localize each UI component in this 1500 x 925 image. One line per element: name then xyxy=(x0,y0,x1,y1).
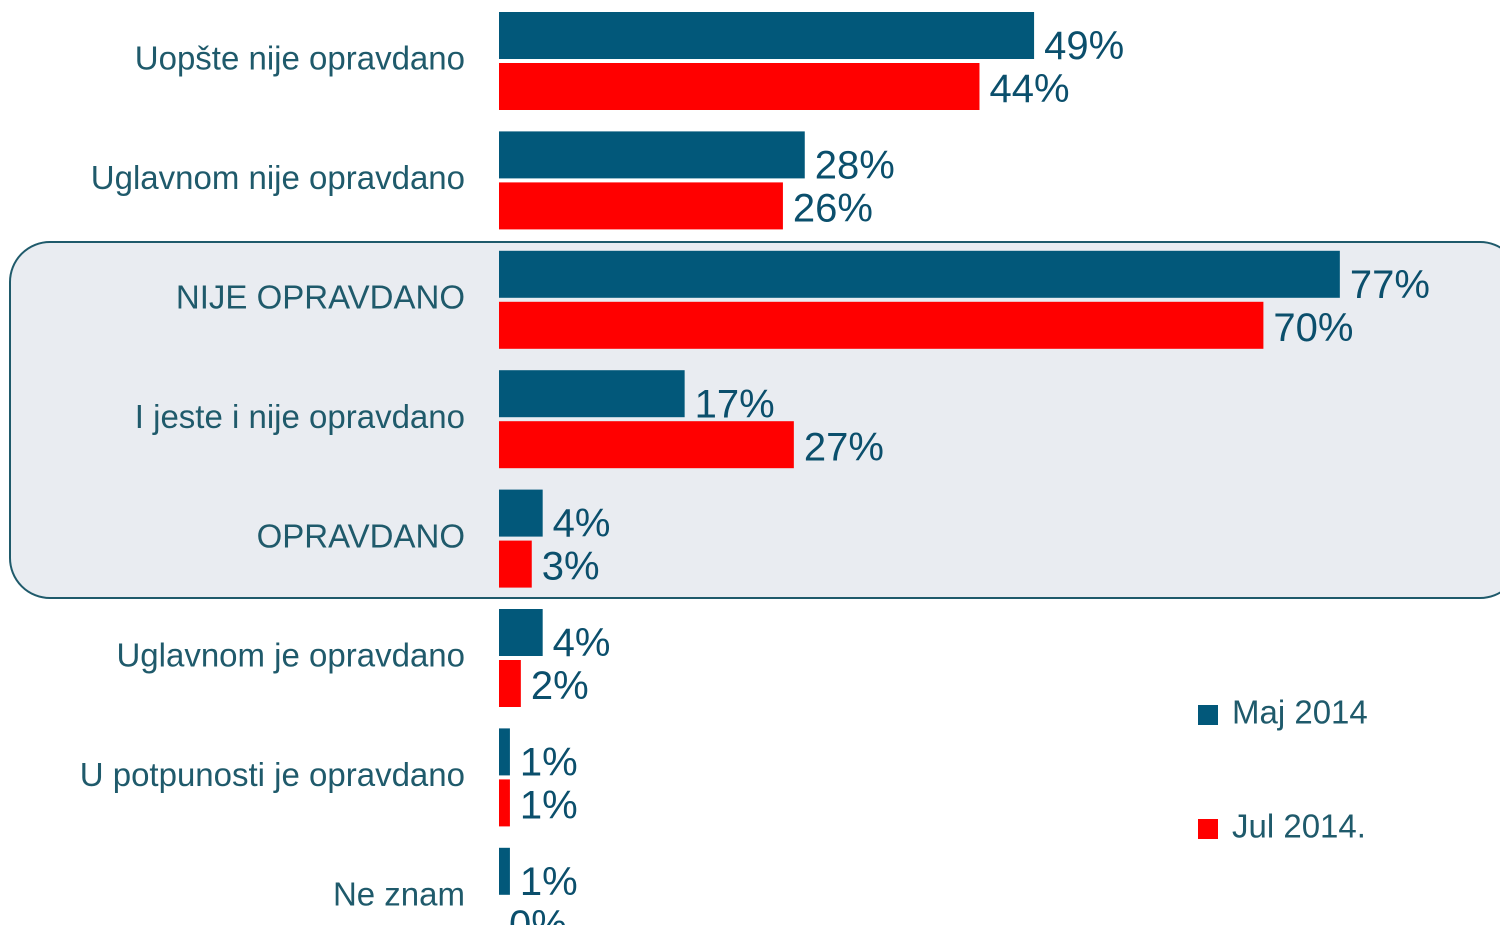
bar xyxy=(499,250,1340,298)
legend-swatch xyxy=(1198,819,1218,839)
bar xyxy=(499,847,510,895)
value-label: 1% xyxy=(520,740,578,784)
value-label: 4% xyxy=(553,502,611,546)
category-label: I jeste i nije opravdano xyxy=(135,398,465,435)
value-label: 0% xyxy=(509,903,567,925)
category-label: NIJE OPRAVDANO xyxy=(176,279,465,316)
bar xyxy=(499,182,783,230)
category-label: Uglavnom je opravdano xyxy=(116,637,465,674)
value-label: 28% xyxy=(815,143,895,187)
legend-label: Maj 2014 xyxy=(1232,694,1368,731)
bar xyxy=(499,12,1035,59)
value-label: 49% xyxy=(1044,24,1124,68)
legend-label: Jul 2014. xyxy=(1232,808,1366,845)
bar xyxy=(499,421,794,469)
category-label: U potpunosti je opravdano xyxy=(80,756,465,793)
category-label: Uglavnom nije opravdano xyxy=(91,159,465,196)
bar xyxy=(499,779,510,827)
value-label: 1% xyxy=(520,860,578,904)
category-label: Ne znam xyxy=(333,876,465,913)
value-label: 2% xyxy=(531,664,589,708)
category-label: OPRAVDANO xyxy=(257,517,465,554)
value-label: 4% xyxy=(553,621,611,665)
legend-swatch xyxy=(1198,705,1218,725)
bar xyxy=(499,131,805,179)
value-label: 44% xyxy=(989,67,1069,111)
bar xyxy=(499,609,543,656)
bar xyxy=(499,301,1264,349)
value-label: 77% xyxy=(1350,263,1430,307)
value-label: 1% xyxy=(520,783,578,827)
value-label: 17% xyxy=(695,382,775,426)
bar xyxy=(499,660,521,707)
value-label: 3% xyxy=(542,545,600,589)
bar xyxy=(499,540,532,588)
value-label: 70% xyxy=(1273,306,1353,350)
bar xyxy=(499,63,980,110)
bar xyxy=(499,370,685,418)
value-label: 27% xyxy=(804,425,884,469)
category-label: Uopšte nije opravdano xyxy=(135,40,465,77)
value-label: 26% xyxy=(793,186,873,230)
bar xyxy=(499,489,543,537)
bar xyxy=(499,728,510,776)
